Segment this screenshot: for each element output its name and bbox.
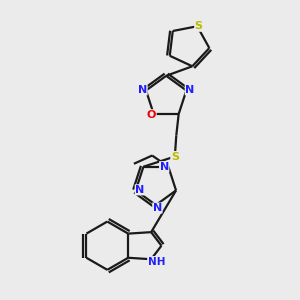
Text: S: S	[171, 152, 179, 162]
Text: S: S	[195, 21, 203, 31]
Text: N: N	[138, 85, 147, 95]
Text: N: N	[153, 203, 162, 213]
Text: N: N	[160, 162, 169, 172]
Text: O: O	[147, 110, 156, 120]
Text: N: N	[135, 185, 145, 195]
Text: N: N	[185, 85, 194, 95]
Text: NH: NH	[148, 256, 165, 267]
